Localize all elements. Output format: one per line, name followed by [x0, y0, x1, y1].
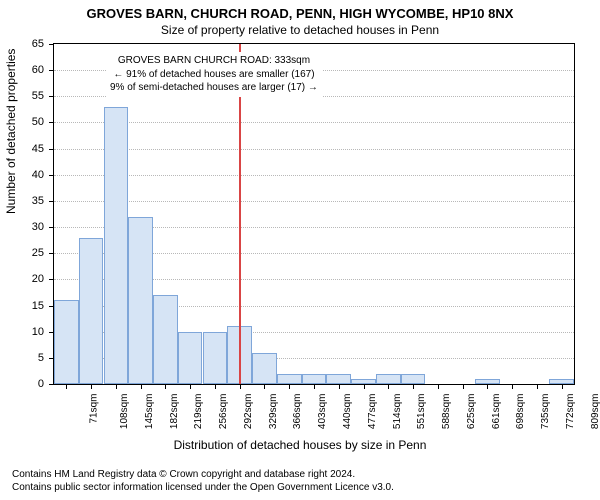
xtick-mark — [314, 384, 315, 389]
plot-area: 71sqm108sqm145sqm182sqm219sqm256sqm292sq… — [54, 44, 574, 384]
xtick-label: 551sqm — [416, 394, 427, 430]
annotation-box: GROVES BARN CHURCH ROAD: 333sqm← 91% of … — [106, 52, 322, 97]
xtick-label: 625sqm — [466, 394, 477, 430]
xtick-label: 71sqm — [89, 394, 100, 424]
xtick-mark — [190, 384, 191, 389]
ytick-label: 40 — [0, 169, 48, 181]
xtick-label: 329sqm — [268, 394, 279, 430]
xtick-mark — [215, 384, 216, 389]
xtick-label: 182sqm — [169, 394, 180, 430]
xtick-label: 219sqm — [194, 394, 205, 430]
histogram-bar — [104, 107, 129, 384]
ytick-label: 15 — [0, 300, 48, 312]
xtick-mark — [463, 384, 464, 389]
ytick-mark — [49, 279, 54, 280]
footer-attribution: Contains HM Land Registry data © Crown c… — [12, 468, 394, 494]
ytick-mark — [49, 384, 54, 385]
ytick-mark — [49, 253, 54, 254]
xtick-label: 108sqm — [119, 394, 130, 430]
chart-title-main: GROVES BARN, CHURCH ROAD, PENN, HIGH WYC… — [0, 0, 600, 21]
histogram-bar — [203, 332, 228, 384]
ytick-mark — [49, 96, 54, 97]
xtick-mark — [364, 384, 365, 389]
xtick-mark — [512, 384, 513, 389]
annotation-line3: 9% of semi-detached houses are larger (1… — [110, 81, 318, 95]
histogram-bar — [79, 238, 104, 384]
footer-line2: Contains public sector information licen… — [12, 481, 394, 494]
xtick-mark — [165, 384, 166, 389]
gridline — [54, 122, 574, 123]
ytick-mark — [49, 70, 54, 71]
xtick-mark — [562, 384, 563, 389]
chart-area: 71sqm108sqm145sqm182sqm219sqm256sqm292sq… — [54, 44, 574, 384]
histogram-bar — [326, 374, 351, 384]
xtick-mark — [487, 384, 488, 389]
histogram-bar — [376, 374, 401, 384]
ytick-mark — [49, 201, 54, 202]
histogram-bar — [54, 300, 79, 384]
annotation-line2: ← 91% of detached houses are smaller (16… — [110, 68, 318, 82]
xtick-label: 477sqm — [367, 394, 378, 430]
xtick-label: 292sqm — [243, 394, 254, 430]
ytick-label: 50 — [0, 116, 48, 128]
xtick-mark — [289, 384, 290, 389]
histogram-bar — [252, 353, 277, 384]
xtick-label: 698sqm — [515, 394, 526, 430]
xtick-mark — [240, 384, 241, 389]
chart-title-sub: Size of property relative to detached ho… — [0, 21, 600, 37]
xtick-label: 588sqm — [441, 394, 452, 430]
ytick-label: 35 — [0, 195, 48, 207]
gridline — [54, 201, 574, 202]
xtick-label: 661sqm — [491, 394, 502, 430]
xtick-label: 440sqm — [342, 394, 353, 430]
xtick-label: 514sqm — [392, 394, 403, 430]
xtick-label: 772sqm — [565, 394, 576, 430]
ytick-mark — [49, 175, 54, 176]
xtick-label: 366sqm — [293, 394, 304, 430]
xtick-mark — [413, 384, 414, 389]
ytick-label: 45 — [0, 143, 48, 155]
xtick-mark — [91, 384, 92, 389]
ytick-mark — [49, 44, 54, 45]
histogram-bar — [153, 295, 178, 384]
xtick-label: 145sqm — [144, 394, 155, 430]
footer-line1: Contains HM Land Registry data © Crown c… — [12, 468, 394, 481]
ytick-mark — [49, 149, 54, 150]
xtick-mark — [66, 384, 67, 389]
xtick-mark — [537, 384, 538, 389]
xtick-label: 403sqm — [317, 394, 328, 430]
ytick-label: 5 — [0, 352, 48, 364]
annotation-line1: GROVES BARN CHURCH ROAD: 333sqm — [110, 54, 318, 68]
histogram-bar — [302, 374, 327, 384]
xtick-label: 256sqm — [218, 394, 229, 430]
ytick-mark — [49, 122, 54, 123]
ytick-label: 55 — [0, 90, 48, 102]
xtick-mark — [116, 384, 117, 389]
histogram-bar — [401, 374, 426, 384]
xtick-mark — [388, 384, 389, 389]
histogram-bar — [277, 374, 302, 384]
ytick-label: 10 — [0, 326, 48, 338]
histogram-bar — [178, 332, 203, 384]
ytick-label: 25 — [0, 247, 48, 259]
xtick-mark — [141, 384, 142, 389]
histogram-bar — [128, 217, 153, 384]
ytick-label: 0 — [0, 378, 48, 390]
ytick-mark — [49, 227, 54, 228]
gridline — [54, 149, 574, 150]
x-axis-label: Distribution of detached houses by size … — [0, 438, 600, 452]
xtick-mark — [438, 384, 439, 389]
xtick-label: 809sqm — [590, 394, 600, 430]
ytick-label: 30 — [0, 221, 48, 233]
ytick-label: 60 — [0, 64, 48, 76]
ytick-label: 20 — [0, 273, 48, 285]
xtick-label: 735sqm — [540, 394, 551, 430]
gridline — [54, 175, 574, 176]
xtick-mark — [264, 384, 265, 389]
ytick-label: 65 — [0, 38, 48, 50]
xtick-mark — [339, 384, 340, 389]
